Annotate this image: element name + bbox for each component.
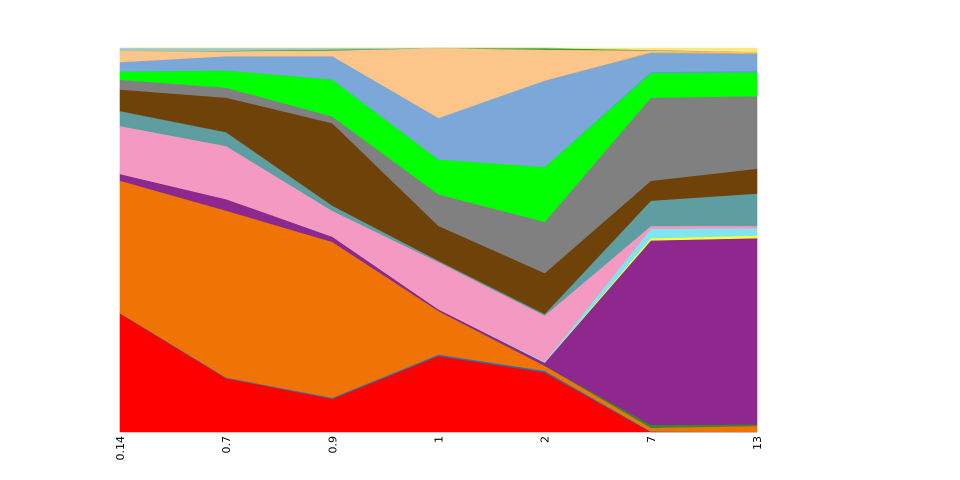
x-tick-label: 1 xyxy=(433,436,446,443)
x-tick-label: 0.14 xyxy=(114,436,127,461)
x-tick-label: 7 xyxy=(645,436,658,443)
area-series-19 xyxy=(120,47,758,53)
x-tick-label: 0.7 xyxy=(220,436,233,454)
x-axis-ticks: 0.14 0.7 0.9 1 2 7 13 xyxy=(114,436,764,461)
area-layer xyxy=(119,47,758,433)
x-tick-label: 2 xyxy=(539,436,552,443)
x-tick-label: 13 xyxy=(751,436,764,450)
x-tick-label: 0.9 xyxy=(326,436,339,454)
